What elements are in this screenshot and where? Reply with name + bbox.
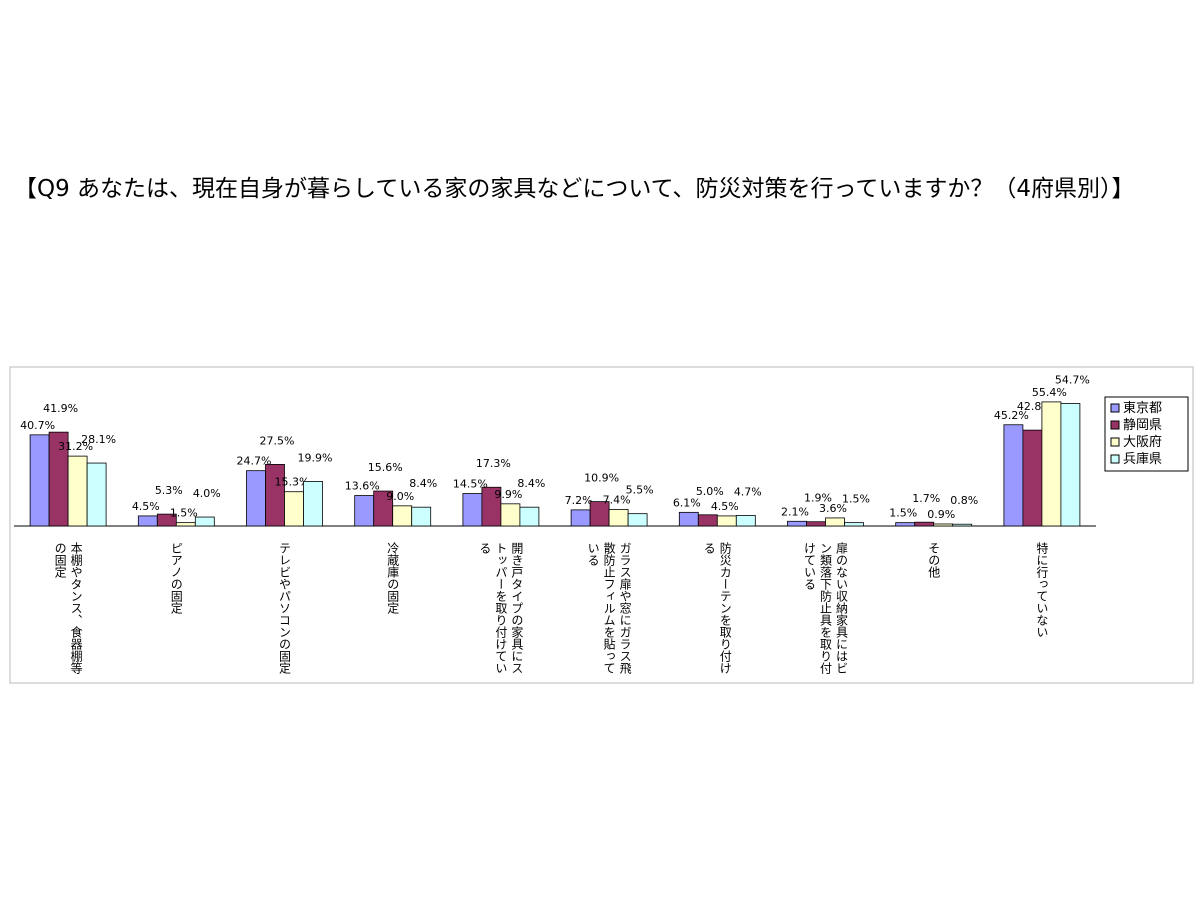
value-label: 13.6%: [345, 480, 380, 493]
legend-swatch: [1110, 454, 1120, 464]
value-label: 41.9%: [43, 402, 78, 415]
x-tick-label: テレビやパソコンの固定: [277, 542, 292, 674]
bar: [500, 503, 521, 527]
bar: [462, 493, 483, 527]
legend-swatch: [1110, 437, 1120, 447]
bar: [29, 434, 50, 527]
bar: [246, 470, 266, 527]
value-label: 7.2%: [565, 494, 593, 507]
value-label: 8.4%: [409, 477, 437, 490]
value-label: 28.1%: [81, 433, 116, 446]
bar: [284, 491, 304, 527]
value-label: 6.1%: [673, 496, 701, 509]
value-label: 5.5%: [626, 484, 654, 497]
bar: [1041, 401, 1062, 527]
bar: [1060, 403, 1081, 527]
value-label: 14.5%: [453, 478, 488, 491]
value-label: 3.6%: [819, 502, 847, 515]
bar: [303, 481, 323, 527]
bar: [137, 515, 158, 527]
value-label: 54.7%: [1055, 373, 1090, 386]
legend-label: 大阪府: [1123, 435, 1162, 450]
value-label: 5.3%: [155, 484, 183, 497]
value-label: 4.5%: [711, 500, 739, 513]
value-label: 17.3%: [476, 457, 511, 470]
x-tick-label: 本棚やタンス、食器棚等の固定: [53, 542, 84, 674]
value-label: 55.4%: [1032, 386, 1067, 399]
bar: [392, 505, 413, 527]
value-label: 10.9%: [584, 472, 619, 485]
bar: [716, 515, 737, 527]
bar: [914, 521, 935, 527]
value-label: 19.9%: [298, 451, 333, 464]
bar: [933, 523, 954, 527]
value-label: 40.7%: [20, 419, 55, 432]
value-label: 31.2%: [58, 440, 93, 453]
bar: [806, 521, 826, 527]
value-label: 27.5%: [260, 434, 295, 447]
x-tick-label: 特に行っていない: [1034, 542, 1049, 638]
bar: [825, 517, 845, 527]
bar: [156, 513, 177, 527]
chart-frame: [9, 366, 1194, 684]
bar: [678, 511, 699, 527]
bar: [519, 506, 540, 527]
chart-title: 【Q9 あなたは、現在自身が暮らしている家の家具などについて、防災対策を行ってい…: [14, 176, 1135, 202]
bar: [570, 509, 591, 527]
x-tick-label: 扉のない収納家具にはビン類落下防止具を取り付けている: [802, 542, 849, 674]
bar: [844, 522, 864, 527]
value-label: 1.7%: [912, 492, 940, 505]
value-label: 45.2%: [994, 409, 1029, 422]
legend-swatch: [1110, 420, 1120, 430]
x-tick-label: ピアノの固定: [169, 542, 184, 614]
bar: [735, 515, 756, 527]
value-label: 15.3%: [275, 476, 310, 489]
legend-label: 静岡県: [1123, 418, 1162, 433]
value-label: 1.5%: [170, 507, 198, 520]
bar: [354, 495, 375, 527]
bar: [265, 463, 285, 527]
x-tick-label: ガラス扉や窓にガラス飛散防止フィルムを貼っている: [586, 542, 633, 674]
bar: [194, 516, 215, 527]
x-tick-label: 防災カーテンを取り付ける: [702, 542, 733, 674]
x-tick-label: 開き戸タイプの家具にストッパーを取り付けている: [477, 542, 524, 674]
value-label: 4.5%: [132, 500, 160, 513]
value-label: 0.8%: [950, 494, 978, 507]
x-tick-label: 冷蔵庫の固定: [385, 542, 400, 614]
legend-swatch: [1110, 403, 1120, 413]
bar: [895, 522, 916, 527]
value-label: 2.1%: [781, 505, 809, 518]
value-label: 1.5%: [889, 507, 917, 520]
value-label: 4.7%: [734, 485, 762, 498]
value-label: 9.0%: [386, 490, 414, 503]
bar: [627, 513, 648, 527]
bar: [787, 520, 807, 527]
value-label: 5.0%: [696, 485, 724, 498]
bar: [952, 523, 973, 527]
value-label: 9.9%: [494, 488, 522, 501]
value-label: 7.4%: [603, 493, 631, 506]
bar: [697, 514, 718, 527]
value-label: 24.7%: [237, 455, 272, 468]
bar: [1022, 429, 1043, 527]
value-label: 1.5%: [842, 493, 870, 506]
value-label: 15.6%: [368, 461, 403, 474]
value-label: 8.4%: [517, 477, 545, 490]
bar: [67, 455, 88, 527]
value-label: 4.0%: [193, 487, 221, 500]
bar: [1003, 424, 1024, 527]
bar: [175, 522, 196, 527]
legend-label: 兵庫県: [1123, 452, 1162, 467]
value-label: 1.9%: [804, 492, 832, 505]
legend-label: 東京都: [1123, 400, 1162, 416]
x-tick-label: その他: [926, 542, 941, 578]
value-label: 0.9%: [927, 508, 955, 521]
bar: [86, 462, 107, 527]
bar: [608, 509, 629, 527]
bar: [411, 506, 432, 527]
